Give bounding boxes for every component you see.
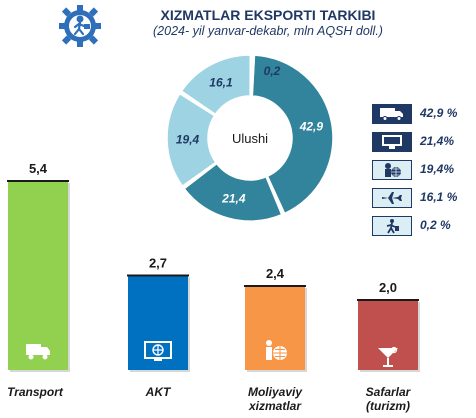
monitor-globe-icon <box>144 341 172 361</box>
donut-slice-3 <box>180 54 252 116</box>
bar-value-label: 2,0 <box>379 280 397 295</box>
bar-category-label: Moliyaviy <box>248 385 303 399</box>
chart-title: XIZMATLAR EKSPORTI TARKIBI <box>160 7 376 23</box>
legend-item-akt: 21,4% <box>372 132 476 152</box>
traveler-icon <box>372 216 412 236</box>
legend-value: 21,4% <box>420 134 455 148</box>
bar-category-label: xizmatlar <box>248 399 302 413</box>
bar-category-label: Transport <box>7 385 64 399</box>
truck-icon <box>372 104 412 124</box>
legend-item-transport: 42,9 % <box>372 104 476 124</box>
monitor-icon <box>372 132 412 152</box>
bar-category-label: AKT <box>145 385 172 399</box>
bar-value-label: 2,4 <box>266 266 285 281</box>
legend-item-boshqa: 0,2 % <box>372 216 476 236</box>
donut-slice-2 <box>166 92 217 188</box>
legend-value: 16,1 % <box>420 190 458 204</box>
services-gear-logo-icon <box>59 5 101 47</box>
donut-value-label: 42,9 <box>299 119 324 133</box>
legend-value: 19,4% <box>420 162 455 176</box>
cocktail-icon <box>378 346 398 367</box>
donut-value-label: 19,4 <box>176 133 200 147</box>
bar-category-label: (turizm) <box>366 399 410 413</box>
finance-icon <box>266 340 287 360</box>
legend-item-moliya: 19,4% <box>372 160 476 180</box>
chart-subtitle: (2024- yil yanvar-dekabr, mln AQSH doll.… <box>153 24 383 38</box>
legend-value: 0,2 % <box>420 218 451 232</box>
donut-value-label: 0,2 <box>264 64 281 78</box>
bar-value-label: 2,7 <box>149 256 167 271</box>
donut-slice-0 <box>251 54 334 215</box>
legend-item-safar: 16,1 % <box>372 188 476 208</box>
bar-category-label: Safarlar <box>366 385 412 399</box>
truck-icon <box>26 344 50 360</box>
legend-value: 42,9 % <box>420 106 458 120</box>
bar-0 <box>8 181 68 370</box>
donut-slice-4 <box>250 54 256 97</box>
donut-value-label: 21,4 <box>221 191 246 205</box>
airplane-icon <box>372 188 412 208</box>
donut-center-label: Ulushi <box>232 131 268 146</box>
bar-value-label: 5,4 <box>29 161 48 176</box>
finance-icon <box>372 160 412 180</box>
donut-slice-1 <box>183 162 283 222</box>
donut-value-label: 16,1 <box>209 76 233 90</box>
bar-1 <box>128 275 188 370</box>
